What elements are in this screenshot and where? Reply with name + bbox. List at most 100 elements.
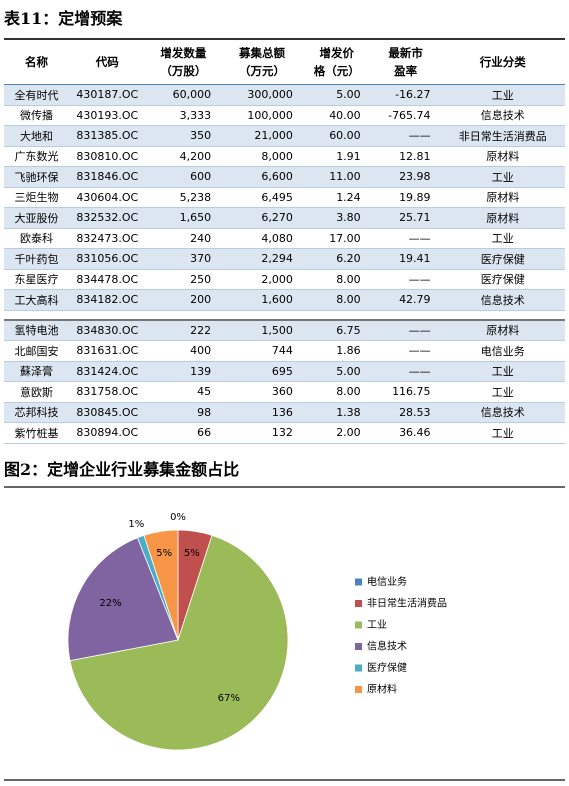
table-row: 芯邦科技 830845.OC 98 136 1.38 28.53 信息技术 [4,402,565,423]
table-cell: 66 [145,422,222,444]
header-text: 增发数量 [160,46,207,60]
slice-label: 67% [218,693,240,704]
table-cell: 222 [145,319,222,341]
table-cell: 4,200 [145,146,222,167]
table-cell: 东星医疗 [4,269,70,290]
table-cell: 原材料 [440,146,565,167]
table-cell: 116.75 [370,381,441,403]
separator-cell [145,310,222,321]
separator-cell [221,310,303,321]
table-cell: 原材料 [440,187,565,208]
table-cell: 3,333 [145,105,222,126]
legend-label: 电信业务 [367,575,407,588]
table-cell: 40.00 [302,105,371,126]
table-cell: 832473.OC [69,228,146,249]
separator-cell [69,310,146,321]
table-cell: 工业 [440,84,565,106]
table-cell: 意欧斯 [4,381,70,403]
header-text: 行业分类 [479,55,526,69]
table-cell: 830894.OC [69,422,146,444]
table-row: 蘇泽膏 831424.OC 139 695 5.00 —— 工业 [4,361,565,382]
table-cell: 1,650 [145,207,222,229]
header-text: 盈率 [394,64,418,78]
table-cell: 60.00 [302,125,371,147]
table-title: 表11：定增预案 [4,9,123,28]
table-cell: 136 [221,402,303,423]
table-cell: 5.00 [302,84,371,106]
table-cell: 430193.OC [69,105,146,126]
table-cell: 19.89 [370,187,441,208]
table-cell: 6.20 [302,248,371,270]
table-cell: 830810.OC [69,146,146,167]
header-text: （万股） [160,64,207,78]
table-cell: 1.91 [302,146,371,167]
table-cell: 3.80 [302,207,371,229]
header-text: 代码 [95,55,119,69]
legend-swatch [355,578,362,586]
table-cell: 370 [145,248,222,270]
table-cell: 工业 [440,228,565,249]
table-cell: 831056.OC [69,248,146,270]
header-text: 增发价 [319,46,355,60]
table-row: 北邮国安 831631.OC 400 744 1.86 —— 电信业务 [4,340,565,362]
table-cell: 5.00 [302,361,371,382]
table-cell: 微传播 [4,105,70,126]
table-cell: 400 [145,340,222,362]
table-cell: 834478.OC [69,269,146,290]
table-cell: 98 [145,402,222,423]
header-cell: 最新市 盈率 [370,38,441,85]
table-cell: 695 [221,361,303,382]
header-cell: 增发数量 （万股） [145,38,222,85]
table-cell: 紫竹桩基 [4,422,70,444]
table-cell: 430187.OC [69,84,146,106]
table-cell: 飞驰环保 [4,166,70,188]
table-cell: —— [370,125,441,147]
table-cell: 信息技术 [440,402,565,423]
table-cell: 831631.OC [69,340,146,362]
legend-swatch [355,600,362,607]
legend-swatch [355,643,362,650]
table-cell: 工业 [440,166,565,188]
legend-label: 非日常生活消费品 [367,597,447,610]
header-text: 最新市 [388,46,423,60]
header-cell: 募集总额 （万元） [221,38,303,85]
table-cell: 744 [221,340,303,362]
table-row: 大地和 831385.OC 350 21,000 60.00 —— 非日常生活消费品 [4,125,565,147]
slice-label: 1% [128,519,144,530]
table-cell: 832532.OC [69,207,146,229]
table-row: 大亚股份 832532.OC 1,650 6,270 3.80 25.71 原材料 [4,207,565,229]
data-table: 名称 代码 增发数量 （万股） 募集总额 （万元） 增发价 格（元） 最新市 盈率 行业分类 全有时代… [4,38,565,444]
separator-cell [302,310,371,321]
table-cell: —— [370,228,441,249]
table-cell: 1.24 [302,187,371,208]
table-row: 意欧斯 831758.OC 45 360 8.00 116.75 工业 [4,381,565,403]
table-row: 三炬生物 430604.OC 5,238 6,495 1.24 19.89 原材料 [4,187,565,208]
table-cell: 6.75 [302,319,371,341]
table-cell: 5,238 [145,187,222,208]
legend-label: 信息技术 [367,640,407,653]
table-cell: 信息技术 [440,289,565,311]
table-cell: 6,600 [221,166,303,188]
table-cell: 工业 [440,422,565,444]
table-cell: 17.00 [302,228,371,249]
table-cell: 工大高科 [4,289,70,311]
table-cell: 电信业务 [440,340,565,362]
header-cell: 增发价 格（元） [302,38,371,85]
legend-swatch [355,621,362,629]
table-cell: 831424.OC [69,361,146,382]
table-cell: -16.27 [370,84,441,106]
table-cell: 原材料 [440,319,565,341]
slice-label: 0% [170,512,186,523]
table-cell: 2.00 [302,422,371,444]
table-cell: 250 [145,269,222,290]
table-cell: 1.86 [302,340,371,362]
table-cell: 2,294 [221,248,303,270]
table-cell: 1,500 [221,319,303,341]
table-cell: 8.00 [302,381,371,403]
slice-label: 5% [156,548,172,559]
table-cell: 6,495 [221,187,303,208]
table-row: 欧泰科 832473.OC 240 4,080 17.00 —— 工业 [4,228,565,249]
table-cell: 非日常生活消费品 [440,125,565,147]
